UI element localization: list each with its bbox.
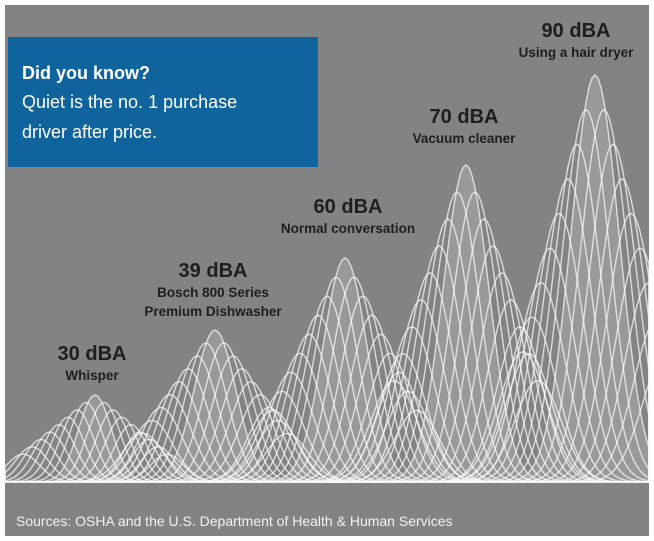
level-labels: 30 dBA Whisper 39 dBA Bosch 800 Series Premi…	[58, 20, 635, 383]
callout-text: Quiet is the no. 1 purchase	[22, 92, 237, 112]
level-description: Vacuum cleaner	[413, 131, 517, 146]
level-description: Normal conversation	[281, 221, 415, 236]
wave	[391, 351, 649, 483]
level-value: 39 dBA	[179, 260, 248, 282]
sound-waves	[4, 73, 650, 483]
level-value: 30 dBA	[58, 343, 127, 365]
callout-title: Did you know?	[22, 63, 150, 83]
level-value: 70 dBA	[430, 106, 499, 128]
level-description: Whisper	[65, 368, 119, 383]
wave	[535, 351, 650, 483]
callout-box	[8, 37, 318, 167]
level-description: Using a hair dryer	[519, 45, 635, 60]
level-value: 90 dBA	[542, 20, 611, 42]
level-value: 60 dBA	[314, 196, 383, 218]
source-note: Sources: OSHA and the U.S. Department of…	[16, 513, 453, 529]
level-description: Bosch 800 Series	[157, 285, 269, 300]
callout-text: driver after price.	[22, 122, 157, 142]
level-description: Premium Dishwasher	[144, 304, 282, 319]
